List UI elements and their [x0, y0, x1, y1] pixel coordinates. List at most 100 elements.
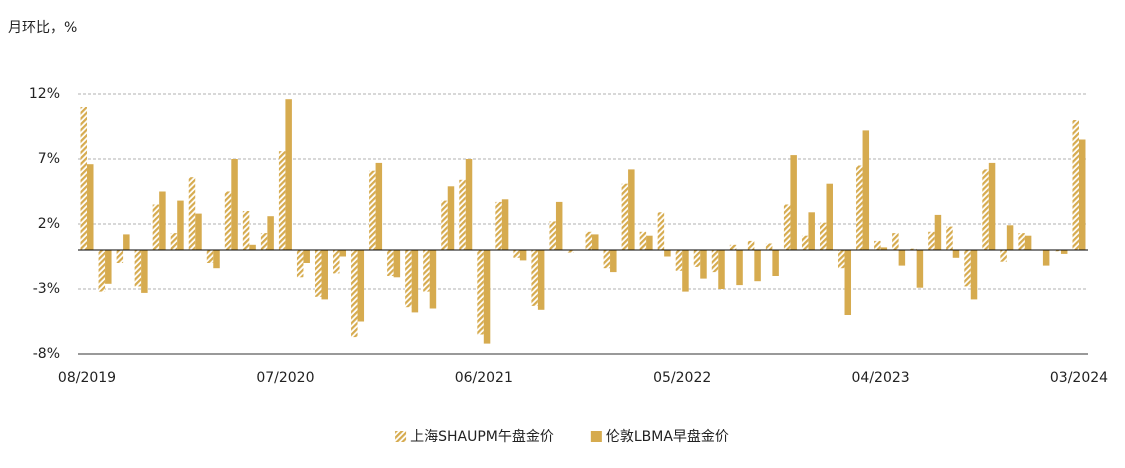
bar: [411, 250, 419, 313]
bar: [1060, 250, 1068, 254]
bar: [231, 159, 238, 250]
bar: [303, 250, 310, 263]
bar: [123, 234, 130, 250]
bar: [790, 155, 797, 250]
bar: [242, 211, 250, 250]
bar: [747, 240, 755, 250]
bar: [87, 164, 94, 250]
bar: [585, 231, 593, 250]
bar: [105, 250, 112, 284]
bar: [170, 233, 178, 250]
y-tick-label: 7%: [38, 151, 60, 167]
bar: [729, 244, 737, 250]
y-tick-label: 2%: [38, 216, 60, 232]
x-tick-label: 06/2021: [455, 370, 513, 386]
bar: [657, 212, 665, 250]
bar: [826, 183, 833, 250]
bar: [333, 250, 340, 274]
bar: [910, 248, 917, 250]
bar: [80, 107, 88, 250]
bar: [537, 250, 545, 310]
bar: [628, 169, 635, 250]
bar: [1006, 225, 1014, 250]
bar: [195, 213, 202, 250]
bar: [801, 235, 809, 250]
bar: [423, 250, 430, 292]
bar: [982, 169, 989, 250]
bar: [339, 250, 347, 257]
bar: [765, 243, 773, 250]
bar: [675, 250, 683, 271]
bar: [988, 162, 996, 250]
bar: [375, 162, 383, 250]
bar: [946, 226, 953, 250]
bar: [260, 233, 268, 250]
bar: [964, 250, 971, 287]
bar: [549, 221, 556, 250]
bar: [819, 222, 827, 250]
bar: [1024, 235, 1032, 250]
bar: [700, 250, 707, 279]
bar: [447, 186, 455, 250]
bar: [285, 99, 292, 250]
bar: [152, 204, 160, 250]
y-axis-label: 月环比，%: [8, 20, 77, 36]
x-tick-label: 08/2019: [58, 370, 116, 386]
bar: [970, 250, 978, 300]
bar: [898, 250, 906, 266]
bar: [357, 250, 365, 322]
bar: [808, 212, 815, 250]
x-tick-label: 05/2022: [653, 370, 711, 386]
bar: [874, 240, 881, 250]
bar: [892, 233, 899, 250]
bar: [693, 250, 701, 267]
bar: [646, 235, 653, 250]
bar: [862, 130, 870, 250]
bar: [880, 247, 888, 250]
bar: [838, 250, 845, 269]
bar: [495, 201, 502, 250]
bar: [856, 165, 863, 250]
bar: [1042, 250, 1050, 266]
bar: [519, 250, 527, 261]
bar: [267, 216, 274, 250]
bar: [429, 250, 437, 309]
bar: [351, 250, 358, 338]
bar: [278, 151, 286, 250]
legend-label: 上海SHAUPM午盘金价: [410, 428, 554, 445]
bar: [441, 200, 448, 250]
bar: [501, 199, 509, 250]
bar: [555, 201, 563, 250]
bar: [783, 204, 791, 250]
bar: [664, 250, 671, 257]
bar: [592, 234, 599, 250]
bar: [603, 250, 611, 269]
bar: [98, 250, 106, 292]
bar: [718, 250, 725, 289]
bar: [213, 250, 220, 269]
bar: [141, 250, 148, 293]
legend-swatch: [590, 431, 602, 442]
bar: [249, 244, 256, 250]
bar: [513, 250, 520, 258]
bar: [224, 191, 232, 250]
bar: [934, 214, 942, 250]
legend-label: 伦敦LBMA早盘金价: [606, 428, 729, 445]
bar: [772, 250, 779, 276]
y-tick-label: -3%: [33, 281, 60, 297]
bar: [754, 250, 761, 282]
bar: [639, 231, 647, 250]
bar: [621, 183, 629, 250]
x-tick-label: 03/2024: [1050, 370, 1108, 386]
bar: [916, 250, 924, 288]
bar: [369, 170, 376, 250]
x-tick-label: 04/2023: [852, 370, 910, 386]
bar: [711, 250, 719, 273]
bar: [206, 250, 214, 263]
bar: [387, 250, 394, 276]
bar: [159, 191, 166, 250]
bar: [928, 231, 935, 250]
bar: [1054, 250, 1061, 252]
bar: [314, 250, 322, 297]
